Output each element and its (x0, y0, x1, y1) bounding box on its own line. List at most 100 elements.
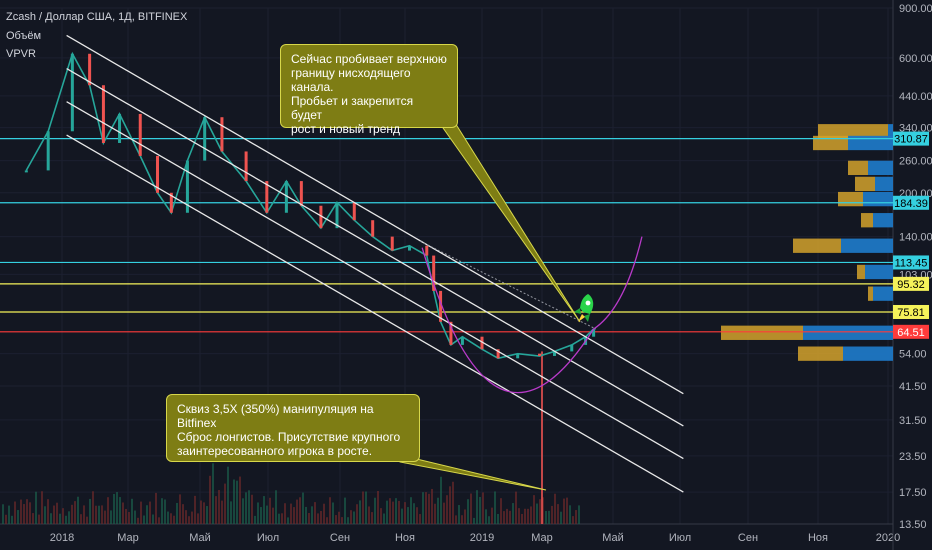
price-point (335, 202, 339, 229)
volume-bar (302, 492, 304, 524)
x-tick-label: Май (189, 532, 211, 544)
volume-bar (329, 497, 331, 524)
volume-bar (104, 510, 106, 524)
volume-bar (323, 503, 325, 524)
volume-bar (263, 496, 265, 524)
y-tick-label: 17.50 (899, 487, 927, 499)
volume-bar (473, 517, 475, 524)
volume-bar (347, 517, 349, 524)
volume-bar (368, 506, 370, 524)
volume-bar (314, 502, 316, 524)
volume-bar (275, 490, 277, 524)
volume-bar (377, 490, 379, 524)
volume-bar (2, 504, 4, 524)
y-tick-label: 54.00 (899, 349, 927, 361)
volume-profile-bar-up (865, 264, 893, 280)
price-point (480, 336, 484, 350)
volume-bar (206, 506, 208, 524)
volume-bar (191, 511, 193, 524)
volume-bar (74, 501, 76, 524)
price-point (496, 349, 500, 359)
volume-bar (170, 513, 172, 524)
callout-channel-breakout: Сейчас пробивает верхнюю границу нисходя… (280, 44, 458, 136)
level-price-tag (893, 276, 929, 291)
level-price-label: 310.87 (894, 134, 928, 146)
volume-bar (299, 497, 301, 524)
volume-bar (437, 497, 439, 524)
volume-spike (541, 351, 543, 524)
price-point (592, 329, 596, 337)
volume-bar (245, 492, 247, 524)
price-point (138, 113, 142, 156)
volume-bar (461, 515, 463, 524)
volume-bar (308, 513, 310, 524)
volume-bar (485, 509, 487, 524)
y-tick-label: 600.00 (899, 53, 932, 65)
volume-bar (5, 514, 7, 524)
volume-bar (119, 497, 121, 524)
y-tick-label: 340.00 (899, 123, 932, 135)
x-tick-label: Сен (738, 532, 758, 544)
price-point (169, 192, 173, 213)
volume-bar (173, 515, 175, 524)
volume-bar (194, 495, 196, 524)
volume-bar (566, 497, 568, 524)
volume-bar (233, 479, 235, 524)
volume-bar (62, 508, 64, 524)
dotted-trendline (419, 240, 597, 330)
volume-bar (53, 505, 55, 524)
volume-bar (215, 496, 217, 524)
volume-profile-bar-up (843, 346, 893, 361)
volume-bar (410, 497, 412, 524)
level-price-tag (893, 324, 929, 339)
volume-bar (440, 476, 442, 524)
volume-indicator-label[interactable]: Объём (6, 30, 42, 42)
price-point (570, 344, 574, 352)
level-price-tag (893, 131, 929, 146)
volume-bar (221, 500, 223, 524)
x-tick-label: Июл (669, 532, 691, 544)
volume-bar (248, 490, 250, 524)
price-point (220, 117, 224, 152)
volume-bar (311, 506, 313, 524)
volume-profile-bar-down (798, 346, 843, 361)
volume-bar (326, 517, 328, 524)
volume-profile-bar-up (848, 135, 893, 151)
volume-bar (212, 463, 214, 524)
volume-bar (68, 511, 70, 524)
volume-profile-bar-up (873, 286, 893, 301)
volume-bar (254, 515, 256, 524)
volume-bar (560, 511, 562, 524)
volume-bar (110, 510, 112, 524)
volume-bar (401, 508, 403, 524)
volume-bar (29, 502, 31, 524)
volume-bar (509, 510, 511, 524)
volume-bar (578, 505, 580, 524)
volume-bar (359, 500, 361, 524)
volume-bar (530, 506, 532, 524)
vpvr-indicator-label[interactable]: VPVR (6, 48, 36, 60)
volume-bar (395, 498, 397, 524)
volume-bar (77, 496, 79, 524)
callout-squeeze: Сквиз 3,5X (350%) манипуляция на Bitfine… (166, 394, 420, 462)
volume-profile-bar-down (855, 176, 875, 192)
volume-bar (371, 512, 373, 524)
volume-bar (116, 492, 118, 524)
volume-profile-bar-up (841, 238, 893, 253)
volume-bar (224, 483, 226, 524)
y-tick-label: 41.50 (899, 381, 927, 393)
volume-bar (515, 491, 517, 524)
rocket-icon (571, 292, 597, 333)
volume-bar (284, 503, 286, 524)
volume-bar (305, 506, 307, 524)
volume-bar (545, 510, 547, 524)
volume-bar (287, 517, 289, 524)
channel-line-mid-upper (66, 67, 684, 427)
volume-bar (518, 508, 520, 524)
volume-bar (575, 510, 577, 524)
volume-bar (383, 513, 385, 524)
price-point (538, 353, 542, 356)
volume-bar (548, 510, 550, 524)
volume-bar (458, 505, 460, 524)
